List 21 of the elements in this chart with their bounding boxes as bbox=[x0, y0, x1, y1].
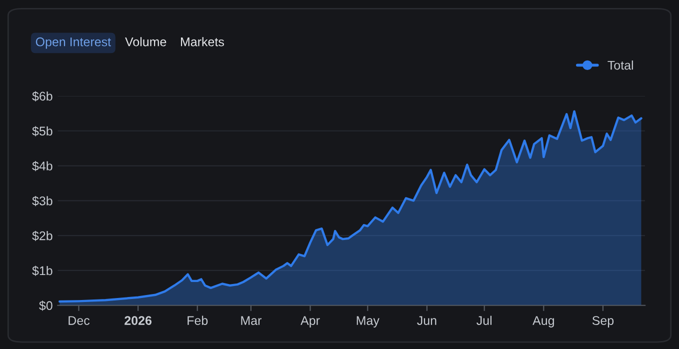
y-tick-label: $0 bbox=[39, 300, 52, 311]
y-tick-label: $2b bbox=[32, 230, 52, 241]
x-tick-label: Sep bbox=[592, 316, 614, 328]
x-tick-label: Aug bbox=[532, 316, 554, 328]
text: Volume bbox=[125, 37, 166, 46]
y-tick-label: $3b bbox=[32, 196, 52, 206]
x-tick-label: Feb bbox=[188, 316, 208, 325]
x-tick-label: Dec bbox=[68, 316, 90, 325]
y-tick-label: $6b bbox=[32, 91, 52, 102]
x-tick-label: Mar bbox=[241, 316, 262, 325]
x-tick-label: Jul bbox=[476, 316, 492, 325]
x-tick-label: Apr bbox=[300, 316, 320, 328]
y-tick-label: $1b bbox=[32, 266, 52, 276]
text: Markets bbox=[180, 37, 224, 46]
text: Open Interest bbox=[36, 37, 111, 49]
x-tick-label: 2026 bbox=[124, 316, 152, 325]
x-tick-label: May bbox=[356, 316, 380, 328]
y-tick-label: $4b bbox=[32, 161, 52, 172]
y-tick-label: $5b bbox=[32, 126, 52, 136]
legend-label: Total bbox=[608, 60, 633, 70]
x-tick-label: Jun bbox=[417, 316, 436, 325]
